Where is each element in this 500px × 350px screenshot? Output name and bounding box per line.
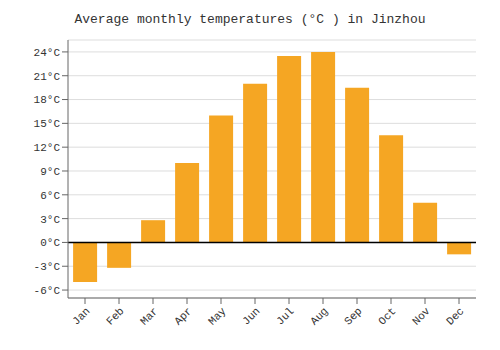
svg-text:18°C: 18°C	[34, 94, 61, 106]
svg-text:0°C: 0°C	[40, 237, 60, 249]
svg-text:9°C: 9°C	[40, 166, 60, 178]
svg-text:Oct: Oct	[376, 305, 398, 327]
svg-text:Mar: Mar	[138, 305, 160, 327]
svg-text:-6°C: -6°C	[34, 285, 61, 297]
svg-text:12°C: 12°C	[34, 142, 61, 154]
svg-text:Jul: Jul	[274, 305, 296, 327]
svg-text:24°C: 24°C	[34, 47, 61, 59]
svg-text:Feb: Feb	[104, 305, 126, 327]
svg-text:Nov: Nov	[410, 305, 433, 328]
svg-text:3°C: 3°C	[40, 214, 60, 226]
svg-text:-3°C: -3°C	[34, 261, 61, 273]
svg-text:21°C: 21°C	[34, 71, 61, 83]
svg-text:Aug: Aug	[308, 305, 330, 327]
svg-text:Jun: Jun	[240, 305, 262, 327]
svg-text:Jan: Jan	[70, 305, 92, 327]
svg-text:May: May	[206, 305, 229, 328]
svg-text:Dec: Dec	[444, 305, 466, 327]
svg-text:6°C: 6°C	[40, 190, 60, 202]
svg-text:15°C: 15°C	[34, 118, 61, 130]
svg-text:Sep: Sep	[342, 305, 364, 327]
html-text:Average monthly temperatures (: Average monthly temperatures (°C ) in Ji…	[74, 12, 426, 27]
svg-text:Apr: Apr	[172, 305, 194, 327]
